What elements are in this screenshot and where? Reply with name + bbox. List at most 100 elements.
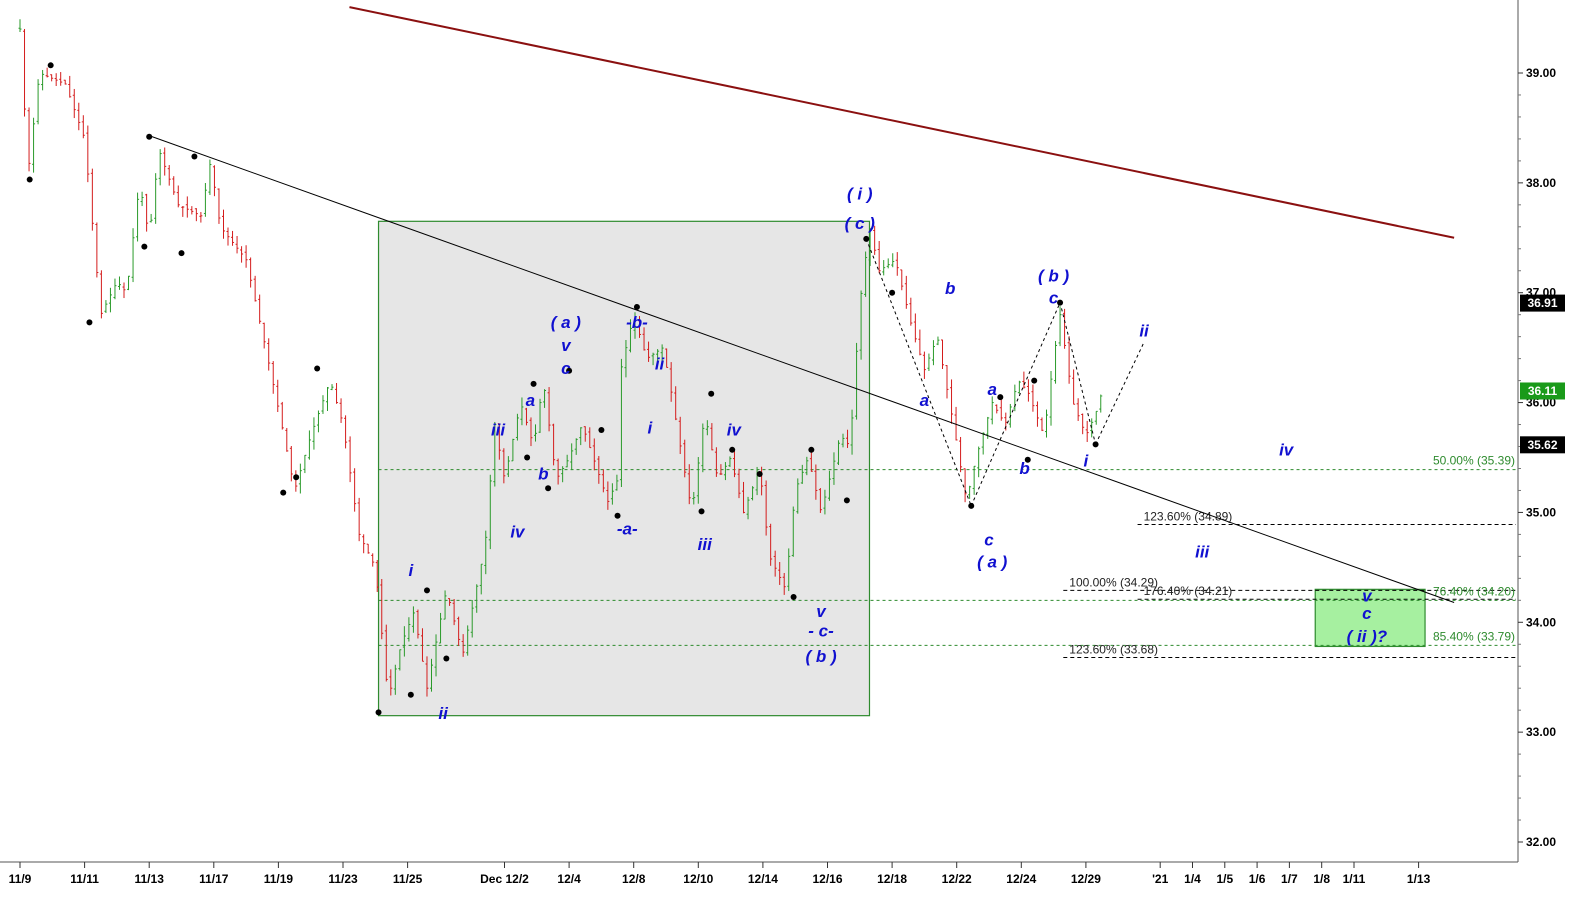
x-tick-label: 12/24 [1006, 872, 1036, 886]
pivot-dot [407, 691, 414, 698]
pivot-dot [293, 474, 300, 481]
pivot-dot [1057, 299, 1064, 306]
wave-label: c [1362, 604, 1372, 623]
x-tick-label: 11/17 [199, 872, 229, 886]
wave-label: iii [698, 535, 713, 554]
wave-label: -b- [626, 313, 648, 332]
pivot-dot [146, 133, 153, 140]
pivot-dot [598, 427, 605, 434]
pivot-dot [790, 594, 797, 601]
wave-label: ( b ) [805, 647, 836, 666]
fib-label: 176.40% (34.21) [1144, 584, 1233, 598]
zones-layer [377, 220, 1426, 717]
wave-label: v [561, 336, 572, 355]
x-tick-label: 12/29 [1071, 872, 1101, 886]
wave-label: c [984, 530, 994, 549]
pivot-dots-layer [26, 62, 1099, 716]
pivot-dot [997, 394, 1004, 401]
pivot-dot [423, 587, 430, 594]
wave-label: i [647, 418, 653, 437]
wave-label: iv [727, 421, 743, 440]
wave-label: ( ii )? [1347, 627, 1388, 646]
wave-label: - c- [808, 622, 834, 641]
fib-label: 100.00% (34.29) [1069, 575, 1158, 589]
fib-levels-layer: 50.00% (35.39) 123.60% (34.89) 100.00% (34… [378, 454, 1516, 658]
pivot-dot [280, 489, 287, 496]
pivot-dot [524, 454, 531, 461]
trendline [1059, 302, 1097, 445]
price-badge-label: 35.62 [1527, 438, 1557, 452]
wave-label: a [920, 391, 929, 410]
trendlines-layer [149, 6, 1455, 603]
wave-label: i [1084, 451, 1090, 470]
x-tick-label: 1/6 [1249, 872, 1266, 886]
fib-label: 85.40% (33.79) [1433, 629, 1515, 643]
pivot-dot [889, 289, 896, 296]
wave-label: iv [1279, 440, 1295, 459]
wave-label: a [987, 380, 996, 399]
y-tick-label: 38.00 [1526, 176, 1556, 190]
trendline [970, 302, 1061, 507]
pivot-dot [375, 709, 382, 716]
wave-label: ii [655, 355, 666, 374]
analysis-zone [377, 220, 871, 717]
price-badge [1520, 382, 1565, 400]
trendline [1095, 341, 1145, 445]
x-tick-label: 12/14 [748, 872, 778, 886]
pivot-dot [1092, 441, 1099, 448]
fib-label: 76.40% (34.20) [1433, 584, 1515, 598]
price-bars-layer [18, 19, 1103, 697]
pivot-dot [443, 655, 450, 662]
x-tick-label: 1/5 [1216, 872, 1233, 886]
x-tick-label: Dec 12/2 [480, 872, 529, 886]
price-badge [1520, 436, 1565, 454]
x-tick-label: 1/13 [1407, 872, 1431, 886]
wave-label: iii [491, 421, 506, 440]
x-tick-label: 12/18 [877, 872, 907, 886]
wave-label: b [1019, 459, 1029, 478]
fib-label: 123.60% (33.68) [1069, 642, 1158, 656]
wave-label: iii [1195, 542, 1210, 561]
x-tick-label: 11/11 [70, 872, 99, 886]
pivot-dot [863, 235, 870, 242]
pivot-dot [566, 367, 573, 374]
x-tick-label: 12/4 [557, 872, 581, 886]
x-tick-label: 1/4 [1184, 872, 1201, 886]
pivot-dot [545, 485, 552, 492]
y-tick-label: 32.00 [1526, 835, 1556, 849]
y-tick-label: 33.00 [1526, 725, 1556, 739]
wave-label: c [561, 359, 571, 378]
x-tick-label: 11/9 [9, 872, 32, 886]
pivot-dot [86, 319, 93, 326]
x-tick-label: 1/7 [1281, 872, 1298, 886]
pivot-dot [968, 502, 975, 509]
pivot-dot [729, 446, 736, 453]
wave-label: ( c ) [845, 214, 876, 233]
x-tick-label: 12/22 [942, 872, 972, 886]
pivot-dot [178, 250, 185, 257]
trendline [349, 6, 1455, 239]
wave-label: ( a ) [551, 313, 582, 332]
pivot-dot [191, 153, 198, 160]
pivot-dot [808, 446, 815, 453]
pivot-dot [141, 243, 148, 250]
wave-label: c [1049, 289, 1059, 308]
fib-label: 123.60% (34.89) [1144, 510, 1233, 524]
wave-label: ii [438, 704, 449, 723]
y-tick-label: 35.00 [1526, 505, 1556, 519]
pivot-dot [708, 390, 715, 397]
x-tick-label: 12/10 [683, 872, 713, 886]
x-tick-label: 1/11 [1343, 872, 1366, 886]
wave-label: v [816, 602, 827, 621]
pivot-dot [843, 497, 850, 504]
y-tick-label: 39.00 [1526, 66, 1556, 80]
price-badge-label: 36.11 [1528, 384, 1558, 398]
x-tick-label: '21 [1152, 872, 1169, 886]
y-tick-label: 34.00 [1526, 615, 1556, 629]
wave-label: -a- [617, 519, 638, 538]
wave-label: ( a ) [977, 552, 1008, 571]
axes-layer: 39.0038.0037.0036.0035.0034.0033.0032.00… [0, 0, 1556, 886]
pivot-dot [1031, 377, 1038, 384]
